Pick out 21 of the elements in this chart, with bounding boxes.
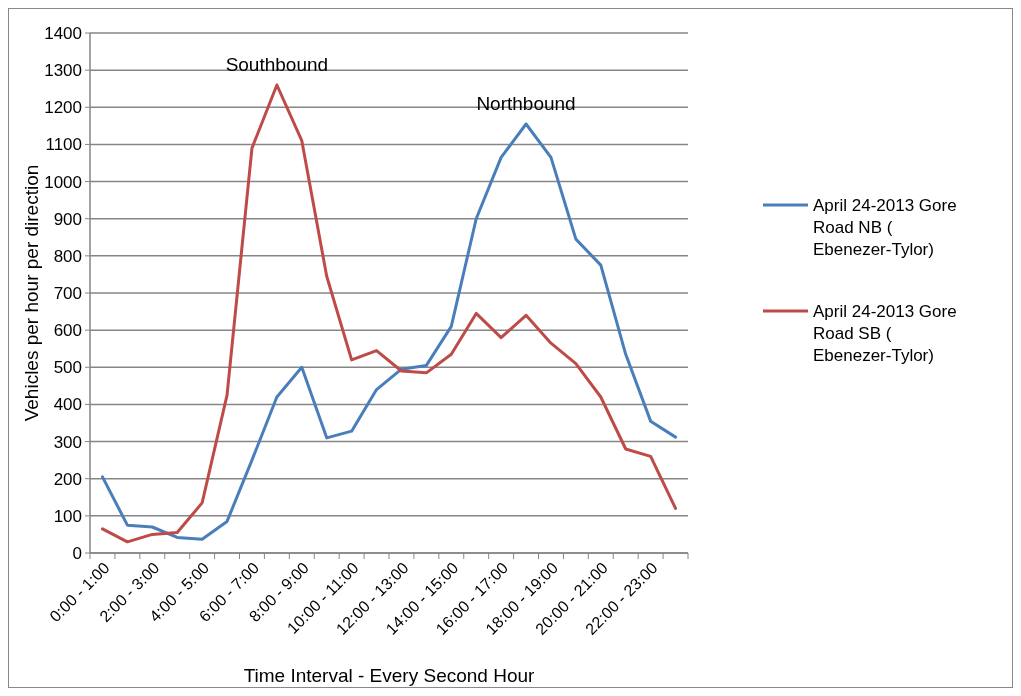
annotation: Northbound xyxy=(476,93,576,114)
y-tick-label: 700 xyxy=(53,283,82,303)
x-axis-title: Time Interval - Every Second Hour xyxy=(243,665,536,686)
annotation: Southbound xyxy=(225,54,329,75)
y-tick-label: 600 xyxy=(53,321,82,341)
y-tick-label: 800 xyxy=(53,246,82,266)
y-tick-label: 0 xyxy=(72,543,82,563)
y-tick-label: 200 xyxy=(53,469,82,489)
y-tick-label: 1400 xyxy=(44,23,82,43)
y-tick-label: 100 xyxy=(53,506,82,526)
legend-label: April 24-2013 Gore Road SB ( Ebenezer-Tylor) xyxy=(813,301,957,366)
legend-label: April 24-2013 Gore Road NB ( Ebenezer-Tylor) xyxy=(813,195,957,260)
y-tick-label: 1200 xyxy=(44,98,82,118)
y-tick-label: 1100 xyxy=(45,135,82,155)
y-tick-label: 300 xyxy=(53,432,82,452)
y-tick-label: 400 xyxy=(53,395,82,415)
y-tick-label: 1000 xyxy=(44,172,82,192)
y-axis-title: Vehicles per hour per direction xyxy=(21,164,42,422)
y-tick-label: 500 xyxy=(53,358,82,378)
y-tick-label: 1300 xyxy=(44,61,82,81)
y-tick-label: 900 xyxy=(53,209,82,229)
